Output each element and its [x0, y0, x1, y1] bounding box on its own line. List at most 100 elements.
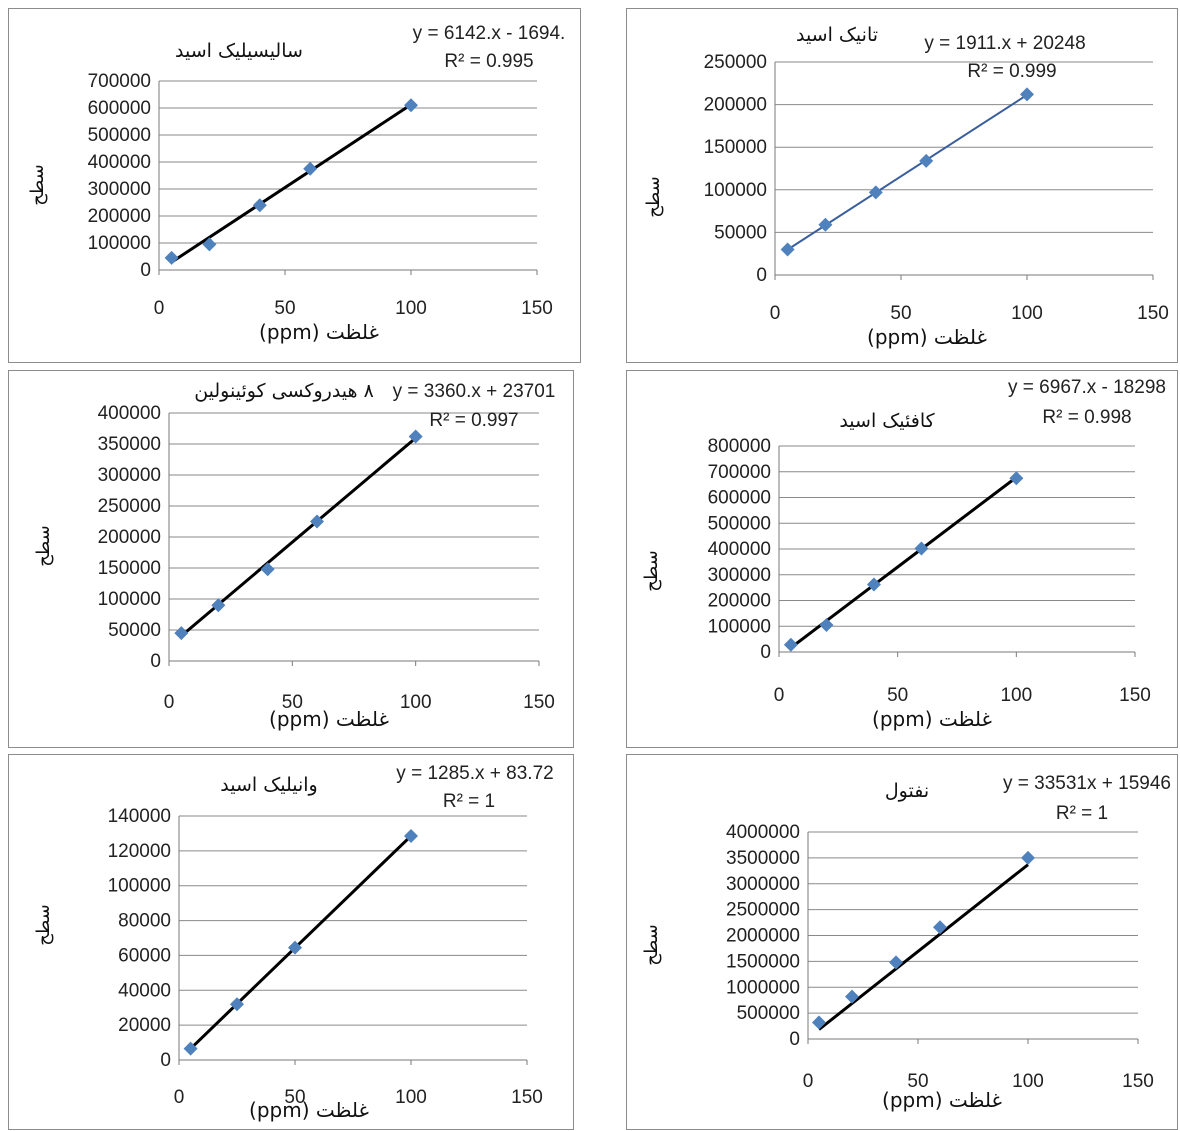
trend-equation: y = 1285.x + 83.72 — [396, 763, 553, 784]
x-tick-label: 50 — [887, 685, 908, 706]
y-tick-label: 60000 — [118, 945, 171, 966]
x-tick-label: 100 — [1012, 1071, 1044, 1092]
x-tick-label: 150 — [523, 692, 555, 713]
y-tick-label: 0 — [789, 1029, 800, 1050]
x-tick-label: 150 — [1122, 1071, 1154, 1092]
y-tick-label: 400000 — [88, 152, 151, 173]
data-point — [174, 626, 189, 641]
data-point — [230, 997, 244, 1012]
y-axis-label: سطح — [643, 176, 664, 217]
chart-svg: 0 100000 200000 300000 400000 500000 600000 700… — [641, 377, 1166, 731]
y-axis-label: سطح — [33, 904, 54, 945]
x-tick-label: 100 — [400, 692, 432, 713]
data-point — [404, 829, 418, 844]
y-tick-label: 300000 — [98, 465, 161, 486]
x-tick-label: 150 — [521, 298, 553, 319]
x-tick-label: 50 — [274, 298, 295, 319]
chart-title: تانیک اسید — [796, 24, 878, 46]
trendline — [789, 476, 1018, 649]
trend-equation: y = 1911.x + 20248 — [924, 33, 1085, 54]
x-tick-label: 50 — [890, 303, 911, 324]
data-point — [812, 1015, 826, 1030]
data-point — [408, 429, 423, 444]
y-tick-label: 0 — [756, 265, 767, 286]
x-axis-label: (ppm) غلظت — [249, 1098, 369, 1122]
trendline — [170, 103, 412, 264]
data-point — [845, 989, 859, 1004]
data-point — [818, 217, 833, 232]
y-tick-label: 50000 — [108, 620, 161, 641]
y-axis-label: سطح — [641, 924, 662, 965]
data-point — [1021, 850, 1035, 865]
y-tick-label: 4000000 — [726, 822, 800, 843]
chart-title: سالیسیلیک اسید — [175, 40, 303, 62]
r-squared: R² = 1 — [443, 791, 495, 812]
y-tick-label: 700000 — [88, 71, 151, 92]
y-tick-label: 3000000 — [726, 874, 800, 895]
y-tick-label: 80000 — [118, 911, 171, 932]
x-axis-label: (ppm) غلظت — [259, 320, 379, 344]
data-point — [202, 237, 217, 252]
x-tick-label: 150 — [511, 1087, 543, 1108]
chart-svg: 0 50000 100000 150000 200000 250000 300000 3500… — [33, 380, 556, 731]
data-point — [780, 242, 795, 257]
y-tick-label: 0 — [160, 1050, 171, 1071]
y-tick-label: 0 — [150, 651, 161, 672]
x-axis-label: (ppm) غلظت — [882, 1088, 1002, 1112]
chart-panel-8-hydroxyquinoline: 0 50000 100000 150000 200000 250000 300000 3500… — [8, 370, 574, 748]
y-axis-label: سطح — [27, 164, 48, 205]
data-point — [919, 153, 934, 168]
y-tick-label: 200000 — [98, 527, 161, 548]
y-tick-label: 150000 — [98, 558, 161, 579]
data-point — [819, 617, 834, 632]
y-tick-label: 1000000 — [726, 977, 800, 998]
chart-panel-salicylic-acid: 0 100000 200000 300000 400000 500000 600000 700… — [8, 8, 581, 363]
r-squared: R² = 0.999 — [967, 61, 1056, 82]
x-tick-label: 0 — [154, 298, 165, 319]
trendline — [189, 834, 413, 1050]
x-tick-label: 100 — [1011, 303, 1043, 324]
chart-svg: 0 100000 200000 300000 400000 500000 600000 700… — [27, 23, 566, 344]
y-tick-label: 700000 — [708, 462, 771, 483]
data-point — [260, 562, 275, 577]
y-tick-label: 100000 — [98, 589, 161, 610]
y-tick-label: 140000 — [108, 806, 171, 827]
x-tick-label: 0 — [174, 1087, 185, 1108]
y-tick-label: 200000 — [88, 206, 151, 227]
y-tick-label: 150000 — [704, 137, 767, 158]
y-tick-label: 20000 — [118, 1015, 171, 1036]
chart-title: نفتول — [885, 780, 929, 802]
y-tick-label: 800000 — [708, 436, 771, 457]
y-tick-label: 400000 — [98, 403, 161, 424]
trendline — [818, 863, 1029, 1031]
data-point — [889, 955, 903, 970]
chart-panel-caffeic-acid: 0 100000 200000 300000 400000 500000 600000 700… — [626, 370, 1178, 748]
y-tick-label: 500000 — [88, 125, 151, 146]
trend-equation: y = 3360.x + 23701 — [393, 381, 556, 402]
x-tick-label: 100 — [1000, 685, 1032, 706]
r-squared: R² = 1 — [1056, 803, 1108, 824]
x-tick-label: 0 — [774, 685, 785, 706]
y-tick-label: 200000 — [704, 95, 767, 116]
trend-equation: y = 33531x + 15946 — [1003, 773, 1171, 794]
data-point — [310, 514, 324, 529]
y-tick-label: 600000 — [88, 98, 151, 119]
y-tick-label: 40000 — [118, 980, 171, 1001]
y-tick-label: 3500000 — [726, 848, 800, 869]
trend-equation: y = 6967.x - 18298 — [1008, 377, 1166, 398]
trend-equation: y = 6142.x - 1694. — [413, 23, 566, 44]
data-point — [211, 598, 226, 613]
y-tick-label: 1500000 — [726, 951, 800, 972]
data-point — [868, 185, 883, 200]
chart-svg: 0 500000 1000000 1500000 2000000 2500000 30000… — [641, 773, 1171, 1112]
data-point — [1009, 471, 1024, 486]
data-point — [866, 577, 881, 592]
data-point — [164, 250, 179, 265]
y-tick-label: 100000 — [108, 876, 171, 897]
y-tick-label: 350000 — [98, 434, 161, 455]
y-tick-label: 0 — [760, 642, 771, 663]
data-point — [404, 98, 418, 113]
chart-svg: 0 20000 40000 60000 80000 100000 120000 140000 0… — [33, 763, 554, 1122]
y-axis-label: سطح — [641, 550, 662, 591]
y-tick-label: 500000 — [737, 1003, 800, 1024]
